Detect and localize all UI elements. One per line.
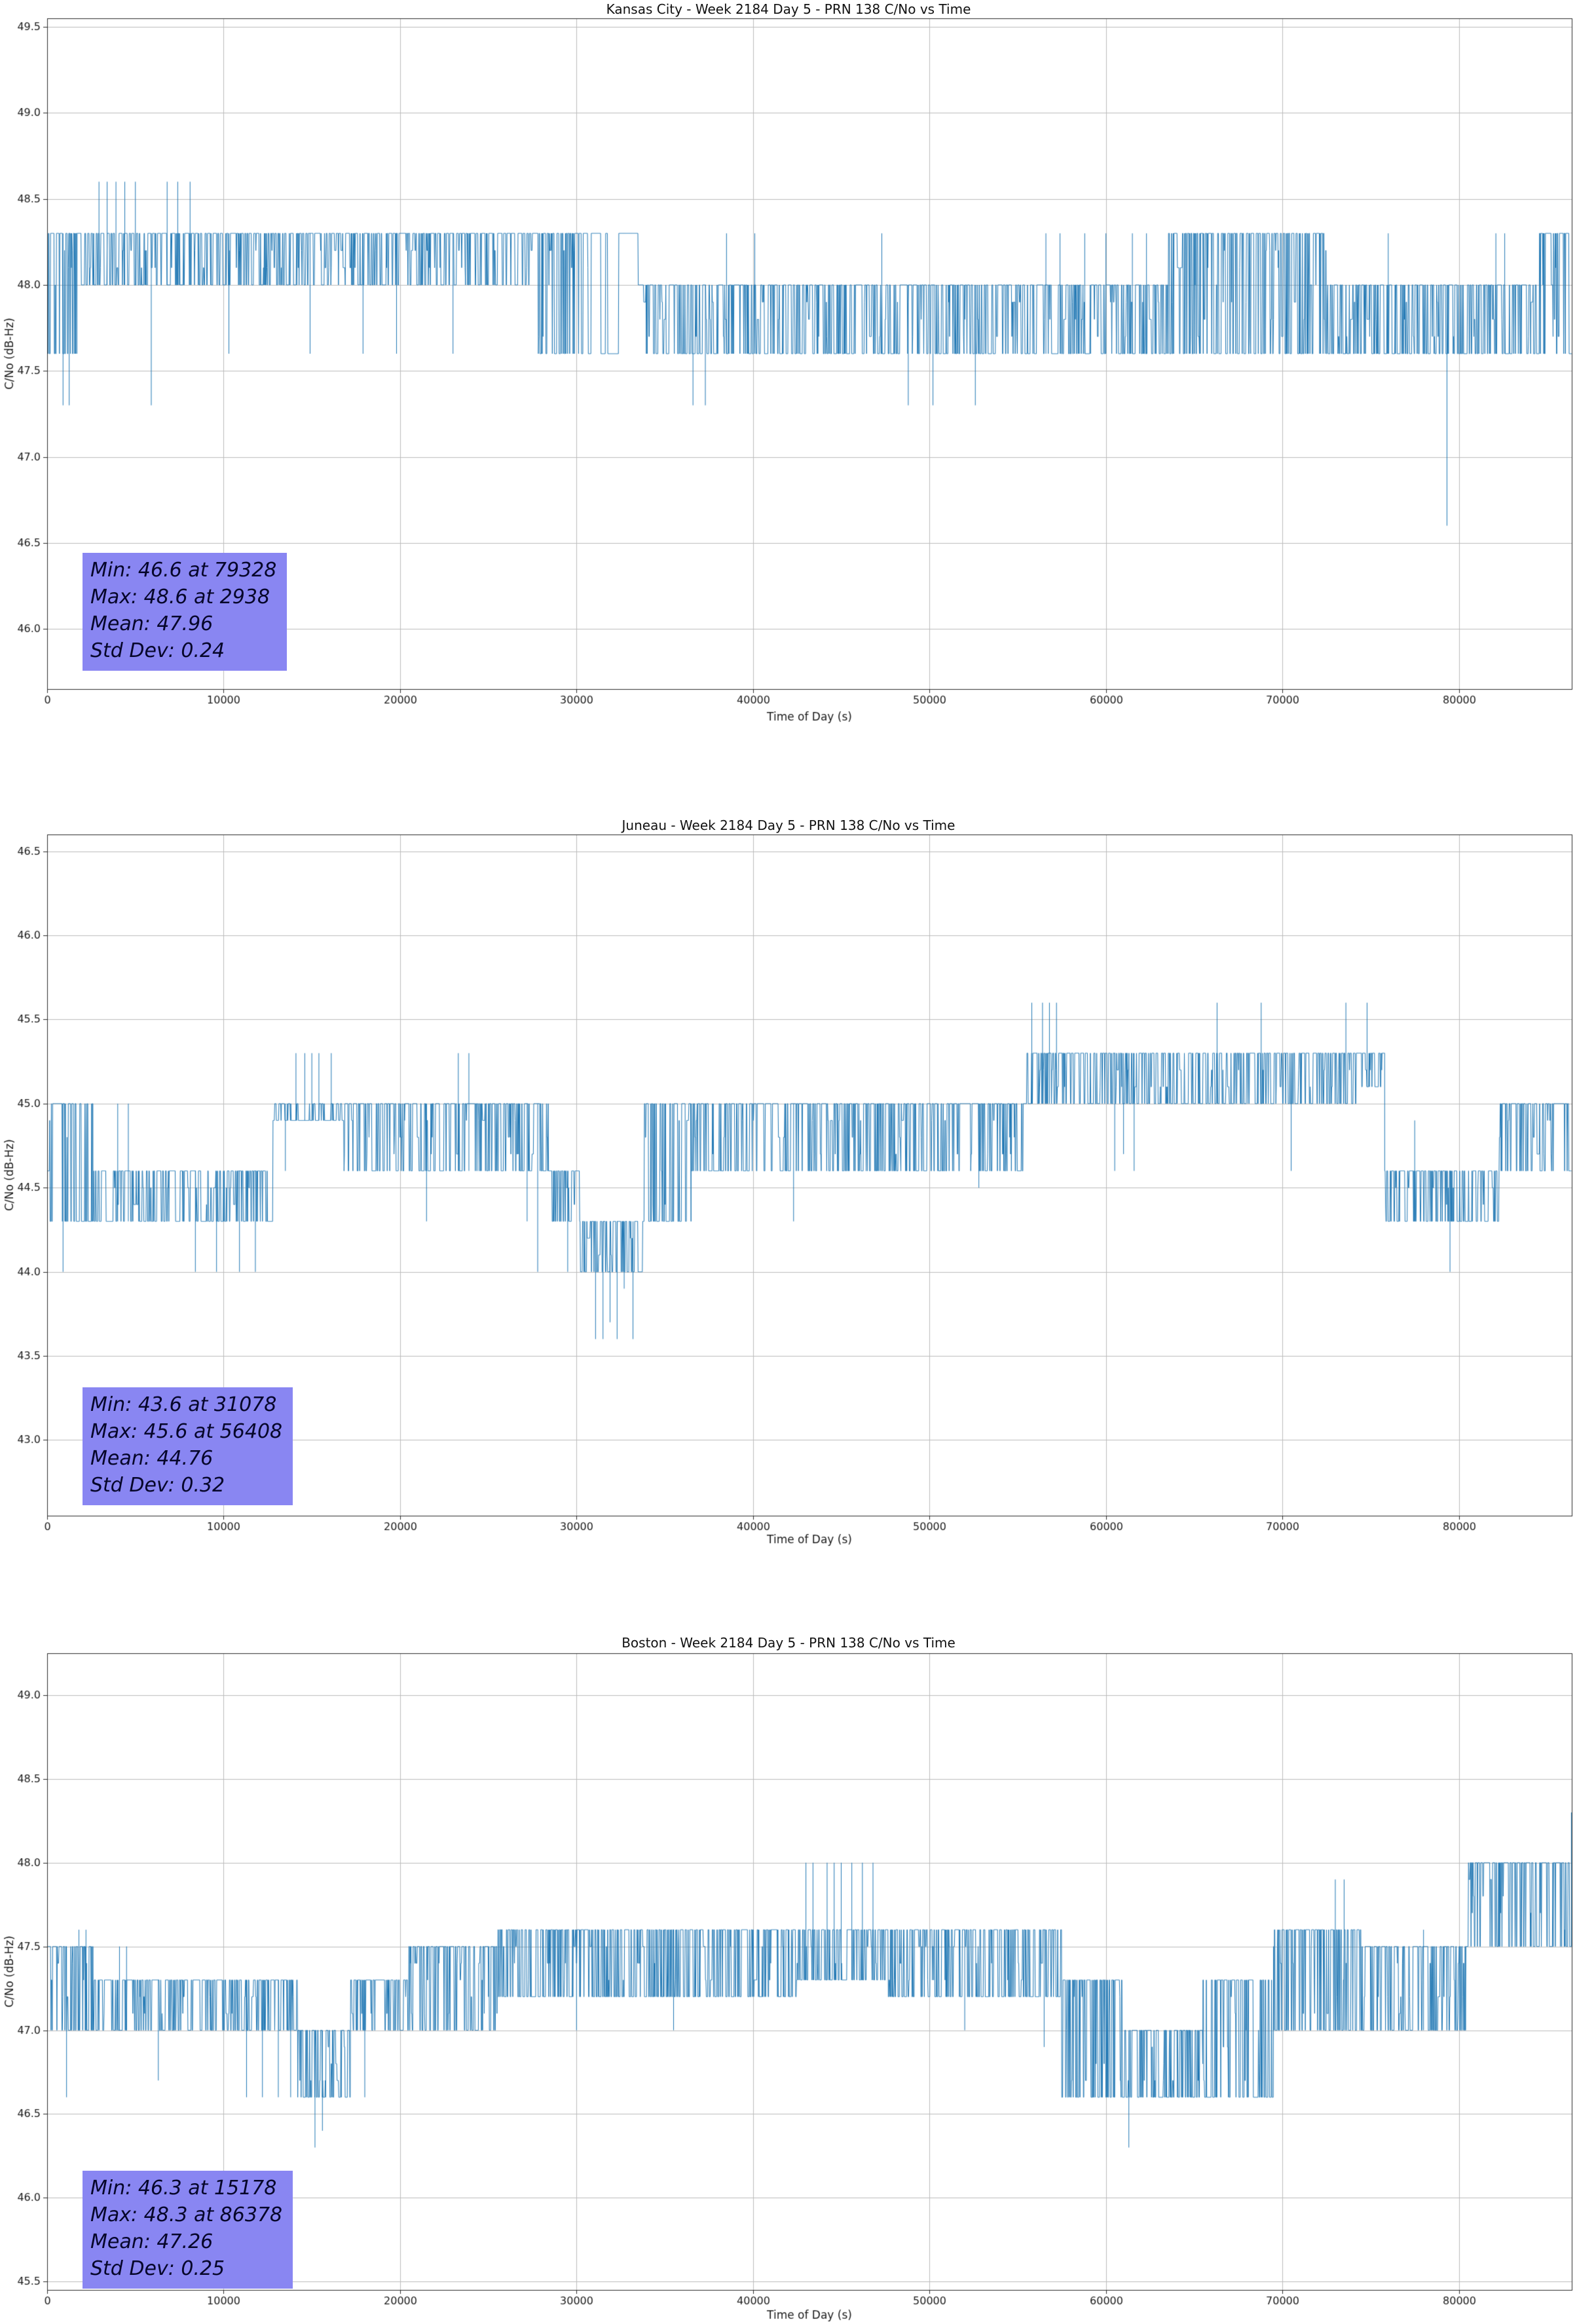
stat-max: Max: 48.6 at 2938 <box>90 586 270 609</box>
stat-stddev: Std Dev: 0.24 <box>90 639 225 662</box>
chart-title-kansas-city: Kansas City - Week 2184 Day 5 - PRN 138 … <box>606 1 971 17</box>
kansas-city-stats-box: Min: 46.6 at 79328 Max: 48.6 at 2938 Mea… <box>83 553 288 671</box>
stat-min: Min: 46.6 at 79328 <box>90 559 277 582</box>
stat-mean: Mean: 47.96 <box>90 612 213 635</box>
stat-stddev: Std Dev: 0.25 <box>90 2257 225 2280</box>
stat-max: Max: 45.6 at 56408 <box>90 1420 283 1443</box>
stat-min: Min: 46.3 at 15178 <box>90 2177 277 2200</box>
chart-kansas-city: Kansas City - Week 2184 Day 5 - PRN 138 … <box>0 0 1577 774</box>
chart-title-juneau: Juneau - Week 2184 Day 5 - PRN 138 C/No … <box>622 817 955 833</box>
stat-mean: Mean: 47.26 <box>90 2230 213 2253</box>
boston-stats-box: Min: 46.3 at 15178 Max: 48.3 at 86378 Me… <box>83 2171 293 2289</box>
juneau-stats-box: Min: 43.6 at 31078 Max: 45.6 at 56408 Me… <box>83 1387 293 1505</box>
stat-stddev: Std Dev: 0.32 <box>90 1474 225 1497</box>
chart-juneau: Juneau - Week 2184 Day 5 - PRN 138 C/No … <box>0 774 1577 1548</box>
stat-min: Min: 43.6 at 31078 <box>90 1393 277 1416</box>
stat-max: Max: 48.3 at 86378 <box>90 2203 283 2226</box>
chart-boston: Boston - Week 2184 Day 5 - PRN 138 C/No … <box>0 1548 1577 2324</box>
chart-title-boston: Boston - Week 2184 Day 5 - PRN 138 C/No … <box>622 1635 955 1651</box>
stat-mean: Mean: 44.76 <box>90 1447 213 1470</box>
